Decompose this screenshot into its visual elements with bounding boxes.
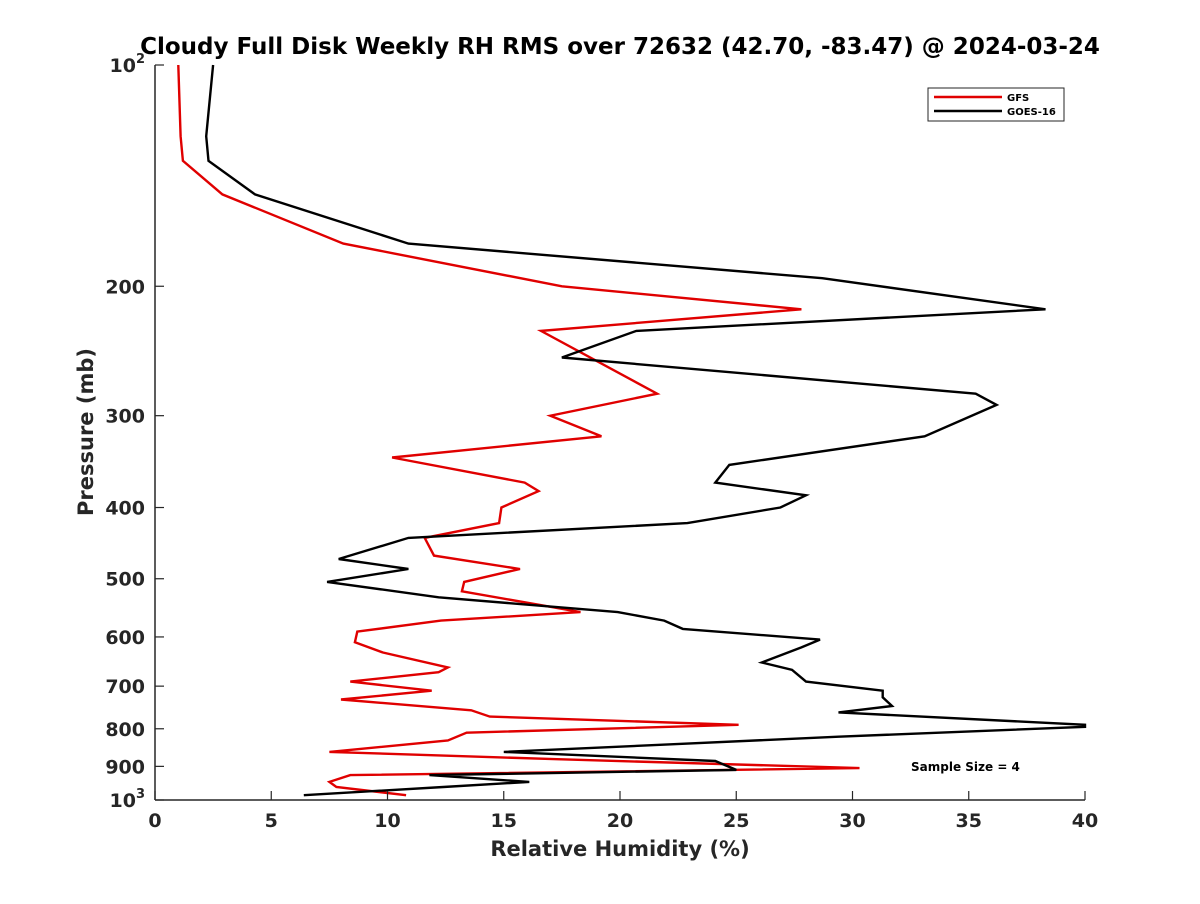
x-axis-label: Relative Humidity (%)	[490, 837, 749, 861]
y-tick-label: 300	[105, 406, 145, 428]
y-tick-label: 102	[110, 52, 146, 77]
x-tick-label: 15	[491, 810, 517, 832]
series-line-gfs	[177, 64, 860, 797]
chart-title: Cloudy Full Disk Weekly RH RMS over 7263…	[140, 34, 1100, 60]
y-tick-label: 700	[105, 676, 145, 698]
y-tick-label: 600	[105, 627, 145, 649]
y-tick-label: 200	[105, 276, 145, 298]
y-tick-label: 400	[105, 498, 145, 520]
y-axis-label: Pressure (mb)	[74, 348, 98, 516]
series-line-goes16	[204, 64, 1087, 797]
legend-label-goes16: GOES-16	[1007, 107, 1056, 118]
sample-size-annotation: Sample Size = 4	[911, 760, 1020, 774]
y-tick-label: 103	[110, 787, 146, 812]
x-tick-label: 0	[148, 810, 161, 832]
x-tick-label: 20	[607, 810, 633, 832]
legend-label-gfs: GFS	[1007, 93, 1029, 104]
y-ticks: 102 200 300 400 500 600 700 800 900 103	[105, 52, 164, 812]
x-tick-label: 40	[1072, 810, 1098, 832]
y-tick-label: 800	[105, 719, 145, 741]
x-tick-label: 5	[265, 810, 278, 832]
x-tick-label: 30	[839, 810, 865, 832]
legend: GFS GOES-16	[927, 87, 1065, 122]
y-tick-label: 500	[105, 569, 145, 591]
y-tick-label: 900	[105, 756, 145, 778]
x-tick-label: 10	[374, 810, 400, 832]
series-layer	[177, 64, 1087, 797]
x-ticks: 0 5 10 15 20 25 30 35 40	[148, 791, 1098, 832]
legend-box	[927, 87, 1065, 122]
x-tick-label: 25	[723, 810, 749, 832]
x-tick-label: 35	[956, 810, 982, 832]
